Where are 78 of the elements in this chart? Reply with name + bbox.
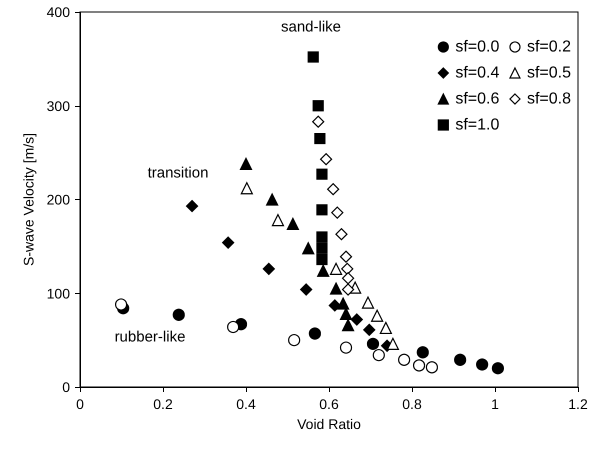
point [227,320,240,334]
x-tick-label: 0.4 [236,396,256,412]
y-tick-label: 0 [62,379,70,395]
point [240,158,252,170]
point [363,324,376,336]
point [371,310,384,322]
point [330,262,342,275]
x-tick-label: 1 [491,396,500,412]
point [327,183,340,196]
y-axis-title: S-wave Velocity [m/s] [20,132,37,266]
point [372,349,385,362]
annotation: sand-like [280,18,342,36]
point [342,283,354,296]
point [302,242,314,254]
point [350,313,363,326]
point [316,168,328,180]
y-tick-label: 200 [46,192,70,208]
x-tick-label: 1.2 [568,396,588,412]
annotation: rubber-like [114,328,186,346]
point [340,342,352,354]
point [331,206,344,219]
point [426,361,438,374]
point [317,264,330,277]
point [308,51,319,63]
point [386,338,400,350]
point [412,359,426,372]
legend-label: sf=0.4 [455,64,500,82]
point [342,272,354,284]
point [476,358,488,371]
point [266,193,278,206]
x-axis-title: Void Ratio [297,416,362,432]
x-tick-label: 0.8 [402,396,422,412]
point [316,254,328,266]
point [362,296,374,309]
point [172,308,185,321]
point [492,362,504,374]
legend-label: sf=0.5 [526,64,572,82]
legend-label: sf=0.6 [455,90,500,108]
point [114,298,128,311]
point [222,236,234,249]
point [272,214,284,226]
point [300,283,312,296]
point [312,100,324,112]
point [308,327,321,340]
point [262,262,275,275]
point [316,242,328,254]
point [312,116,324,128]
point [328,299,341,312]
x-tick-label: 0.6 [319,396,339,412]
y-tick-label: 100 [46,285,70,302]
y-tick-label: 400 [46,4,70,20]
point [342,319,354,332]
point [314,132,326,144]
point [330,282,342,295]
y-tick-label: 300 [46,98,70,114]
point [340,250,352,263]
point [337,297,350,310]
legend-label: sf=1.0 [455,116,500,134]
point [454,354,466,366]
x-tick-label: 0 [76,396,84,412]
point [335,228,348,240]
point [341,262,354,275]
point [240,182,253,194]
legend-label: sf=0.0 [455,38,500,56]
point [380,322,392,334]
point [316,231,328,243]
point [320,153,332,166]
legend-label: sf=0.2 [526,38,572,56]
point [416,346,429,358]
point [398,354,410,366]
x-tick-label: 0.2 [153,396,173,412]
point [366,338,380,350]
point [286,218,299,230]
point [288,334,300,346]
point [316,204,328,216]
legend-label: sf=0.8 [526,90,572,108]
annotation: transition [148,164,208,182]
point [186,200,198,212]
